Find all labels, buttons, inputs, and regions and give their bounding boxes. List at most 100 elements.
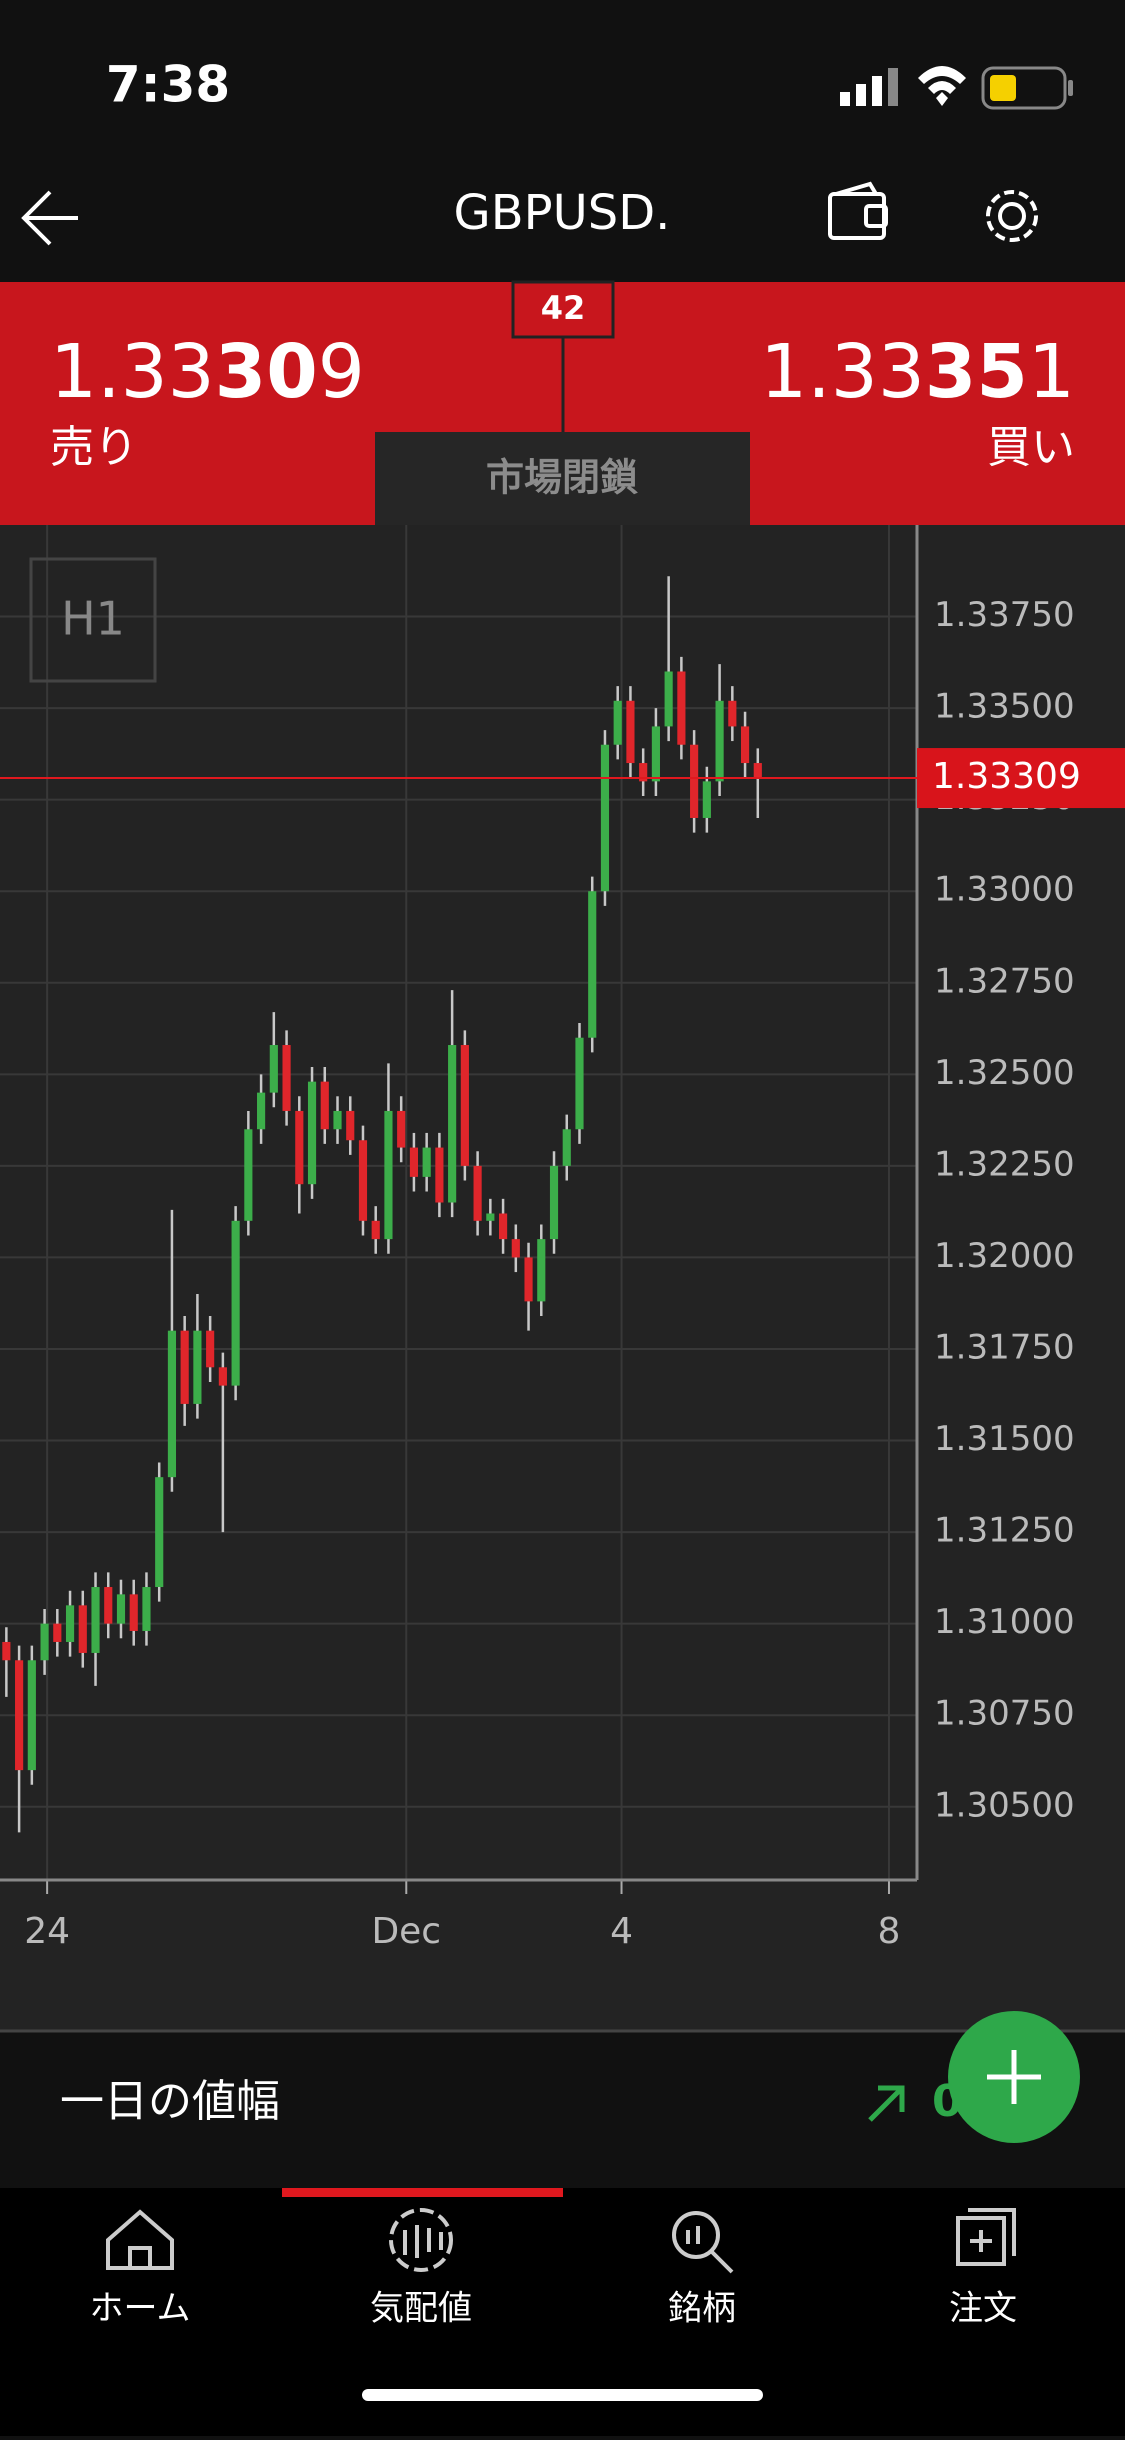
candle-body bbox=[626, 700, 635, 764]
market-status-box bbox=[375, 432, 750, 525]
symbol-title: GBPUSD. bbox=[454, 185, 671, 241]
candle-body bbox=[575, 1037, 584, 1130]
y-tick-label: 1.30750 bbox=[934, 1694, 1075, 1734]
candle-body bbox=[167, 1330, 177, 1478]
status-icons bbox=[840, 66, 1073, 110]
candle-body bbox=[397, 1110, 406, 1148]
bid-prefix: 1.33 bbox=[50, 329, 215, 415]
candle-body bbox=[435, 1147, 444, 1203]
candle-body bbox=[600, 744, 610, 892]
candle-body bbox=[231, 1220, 240, 1386]
candle-body bbox=[65, 1605, 75, 1642]
y-tick-label: 1.32000 bbox=[934, 1236, 1075, 1276]
candle-body bbox=[677, 671, 686, 745]
y-tick-label: 1.31500 bbox=[934, 1419, 1075, 1459]
x-tick-label: 24 bbox=[24, 1911, 70, 1952]
tab-label[interactable]: 気配値 bbox=[370, 2289, 472, 2329]
candle-body bbox=[78, 1605, 87, 1653]
status-time: 7:38 bbox=[106, 56, 230, 114]
candle-body bbox=[244, 1129, 253, 1221]
candle-body bbox=[639, 763, 648, 782]
candle-body bbox=[295, 1110, 304, 1185]
x-tick-label: Dec bbox=[371, 1911, 441, 1952]
candle-body bbox=[588, 891, 597, 1038]
add-icon bbox=[987, 2050, 1041, 2104]
y-tick-label: 1.30500 bbox=[934, 1785, 1075, 1825]
candle-body bbox=[448, 1045, 457, 1203]
bid-suffix: 9 bbox=[318, 329, 365, 415]
candle-body bbox=[499, 1213, 508, 1240]
candle-body bbox=[371, 1220, 380, 1240]
candle-body bbox=[129, 1594, 138, 1631]
candle-body bbox=[104, 1587, 113, 1624]
tab-label[interactable]: 銘柄 bbox=[668, 2289, 736, 2329]
candle-body bbox=[664, 671, 673, 727]
trend-icon bbox=[868, 2085, 905, 2122]
market-status: 市場閉鎖 bbox=[486, 456, 638, 500]
settings-button[interactable] bbox=[986, 190, 1038, 242]
candle-body bbox=[27, 1660, 36, 1771]
y-tick-label: 1.32500 bbox=[934, 1053, 1075, 1093]
price-label: 1.33309 bbox=[932, 756, 1081, 797]
tab-label[interactable]: 注文 bbox=[949, 2289, 1017, 2329]
candle-body bbox=[524, 1257, 533, 1302]
wallet-button[interactable] bbox=[828, 181, 888, 240]
candle-body bbox=[53, 1623, 62, 1642]
bid-price[interactable]: 1.33309 bbox=[50, 329, 365, 415]
candle-body bbox=[155, 1477, 164, 1588]
tab-indicator bbox=[282, 2188, 563, 2197]
candle-body bbox=[180, 1330, 189, 1404]
candle-body bbox=[613, 700, 622, 745]
candle-body bbox=[537, 1239, 546, 1302]
x-tick-label: 8 bbox=[878, 1911, 901, 1952]
y-tick-label: 1.32250 bbox=[934, 1144, 1075, 1184]
y-tick-label: 1.33000 bbox=[934, 870, 1075, 910]
candle-body bbox=[15, 1660, 24, 1771]
ask-pips: 35 bbox=[925, 329, 1028, 415]
candle-body bbox=[715, 700, 724, 782]
candle-body bbox=[549, 1165, 559, 1240]
bid-label: 売り bbox=[50, 422, 138, 473]
candle-body bbox=[511, 1239, 520, 1258]
tab-icons bbox=[106, 2208, 1016, 2274]
ask-label: 買い bbox=[987, 422, 1075, 473]
y-tick-label: 1.33750 bbox=[934, 595, 1075, 635]
candle-body bbox=[333, 1110, 342, 1130]
back-button[interactable] bbox=[21, 190, 78, 246]
spread-box bbox=[511, 280, 615, 339]
candle-body bbox=[460, 1045, 469, 1166]
ask-prefix: 1.33 bbox=[760, 329, 925, 415]
candle-body bbox=[320, 1081, 329, 1130]
candle-body bbox=[307, 1081, 317, 1185]
candle-body bbox=[384, 1110, 393, 1240]
top-bar bbox=[0, 0, 1125, 282]
candle-body bbox=[473, 1165, 482, 1221]
candle-body bbox=[346, 1110, 355, 1141]
candle-body bbox=[358, 1140, 368, 1221]
candle-body bbox=[702, 781, 711, 818]
tab-label[interactable]: ホーム bbox=[90, 2289, 191, 2329]
candle-body bbox=[218, 1367, 227, 1386]
chart: 1.30500 1.30750 1.31000 1.31250 1.31500 1.317… bbox=[0, 525, 1125, 1952]
daily-range-label: 一日の値幅 bbox=[60, 2076, 280, 2127]
ask-suffix: 1 bbox=[1028, 329, 1075, 415]
candle-body bbox=[422, 1147, 431, 1177]
y-tick-label: 1.31250 bbox=[934, 1511, 1075, 1551]
candle-body bbox=[206, 1330, 215, 1368]
x-tick-label: 4 bbox=[610, 1911, 633, 1952]
timeframe-box[interactable] bbox=[29, 557, 157, 683]
candle-body bbox=[409, 1147, 418, 1177]
candle-body bbox=[142, 1587, 151, 1631]
ask-price[interactable]: 1.33351 bbox=[760, 329, 1075, 415]
spread: 42 bbox=[541, 289, 586, 327]
candle-body bbox=[690, 744, 699, 818]
candle-body bbox=[193, 1330, 202, 1404]
candle-body bbox=[91, 1587, 100, 1653]
candle-body bbox=[486, 1213, 495, 1221]
candle-body bbox=[257, 1092, 266, 1130]
candle-body bbox=[562, 1129, 571, 1166]
y-tick-label: 1.33500 bbox=[934, 687, 1075, 727]
y-tick-label: 1.32750 bbox=[934, 961, 1075, 1001]
tab-labels: ホーム 気配値 銘柄 注文 bbox=[90, 2289, 1017, 2329]
